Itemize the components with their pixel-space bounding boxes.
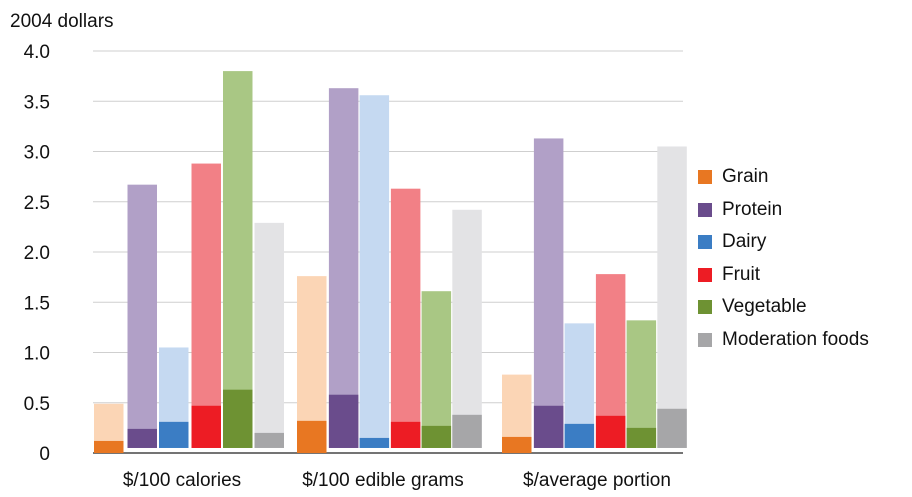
bar-high-protein bbox=[127, 184, 157, 448]
legend-label: Protein bbox=[722, 198, 783, 220]
bar-low-vegetable bbox=[626, 427, 657, 448]
legend-item: Fruit bbox=[698, 259, 869, 292]
bar-high-protein bbox=[533, 138, 564, 448]
bar-low-vegetable bbox=[223, 389, 253, 448]
x-tick-label: $/average portion bbox=[523, 470, 671, 491]
y-tick-label: 1.5 bbox=[24, 293, 50, 314]
y-tick-label: 1.0 bbox=[24, 344, 50, 365]
x-axis-ticks: $/100 calories $/100 edible grams $/averag… bbox=[123, 470, 671, 491]
bar-high-fruit bbox=[390, 188, 421, 448]
y-axis-label: 2004 dollars bbox=[10, 11, 114, 32]
y-tick-label: 3.5 bbox=[24, 92, 50, 113]
x-tick-label: $/100 edible grams bbox=[302, 470, 464, 491]
bar-low-moderation-foods bbox=[254, 432, 284, 448]
legend-swatch bbox=[698, 202, 712, 217]
legend: Grain Protein Dairy Fruit Vegetable Moderatio… bbox=[698, 161, 869, 356]
legend-item: Protein bbox=[698, 194, 869, 227]
legend-label: Dairy bbox=[722, 231, 767, 253]
bar-low-grain bbox=[297, 420, 327, 453]
x-tick-label: $/100 calories bbox=[123, 470, 241, 491]
y-tick-label: 0 bbox=[39, 444, 50, 465]
bar-low-protein bbox=[533, 405, 564, 448]
bar-low-moderation-foods bbox=[657, 408, 687, 448]
y-tick-label: 2.0 bbox=[24, 243, 50, 264]
legend-label: Grain bbox=[722, 166, 769, 188]
legend-item: Dairy bbox=[698, 226, 869, 259]
bar-low-moderation-foods bbox=[452, 414, 482, 448]
bar-high-moderation-foods bbox=[657, 146, 687, 448]
bar-low-dairy bbox=[564, 423, 595, 448]
bar-high-protein bbox=[328, 88, 359, 448]
legend-label: Vegetable bbox=[722, 296, 807, 318]
y-tick-label: 4.0 bbox=[24, 42, 50, 63]
bar-low-fruit bbox=[390, 421, 421, 448]
legend-swatch bbox=[698, 170, 712, 185]
y-tick-label: 0.5 bbox=[24, 394, 50, 415]
bar-low-grain bbox=[502, 436, 532, 453]
legend-item: Grain bbox=[698, 161, 869, 194]
legend-swatch bbox=[698, 235, 712, 250]
legend-swatch bbox=[698, 267, 712, 282]
bar-high-vegetable bbox=[421, 291, 452, 448]
bar-high-dairy bbox=[359, 95, 390, 448]
bar-high-moderation-foods bbox=[254, 222, 284, 448]
legend-item: Vegetable bbox=[698, 291, 869, 324]
bar-low-dairy bbox=[359, 437, 390, 448]
bar-low-grain bbox=[94, 440, 124, 453]
bar-low-protein bbox=[127, 428, 157, 448]
bar-low-fruit bbox=[595, 415, 626, 448]
bars bbox=[94, 71, 687, 453]
y-tick-label: 3.0 bbox=[24, 143, 50, 164]
y-axis-ticks: 0 0.5 1.0 1.5 2.0 2.5 3.0 3.5 4.0 bbox=[24, 42, 50, 465]
bar-high-vegetable bbox=[223, 71, 253, 448]
legend-label: Moderation foods bbox=[722, 328, 869, 350]
y-tick-label: 2.5 bbox=[24, 193, 50, 214]
bar-low-fruit bbox=[191, 405, 221, 448]
bar-high-moderation-foods bbox=[452, 209, 482, 448]
legend-item: Moderation foods bbox=[698, 324, 869, 357]
bar-low-vegetable bbox=[421, 425, 452, 448]
bar-low-protein bbox=[328, 394, 359, 448]
bar-high-fruit bbox=[191, 163, 221, 448]
bar-high-vegetable bbox=[626, 320, 657, 448]
legend-label: Fruit bbox=[722, 263, 760, 285]
legend-swatch bbox=[698, 332, 712, 347]
legend-swatch bbox=[698, 300, 712, 315]
bar-low-dairy bbox=[159, 421, 189, 448]
